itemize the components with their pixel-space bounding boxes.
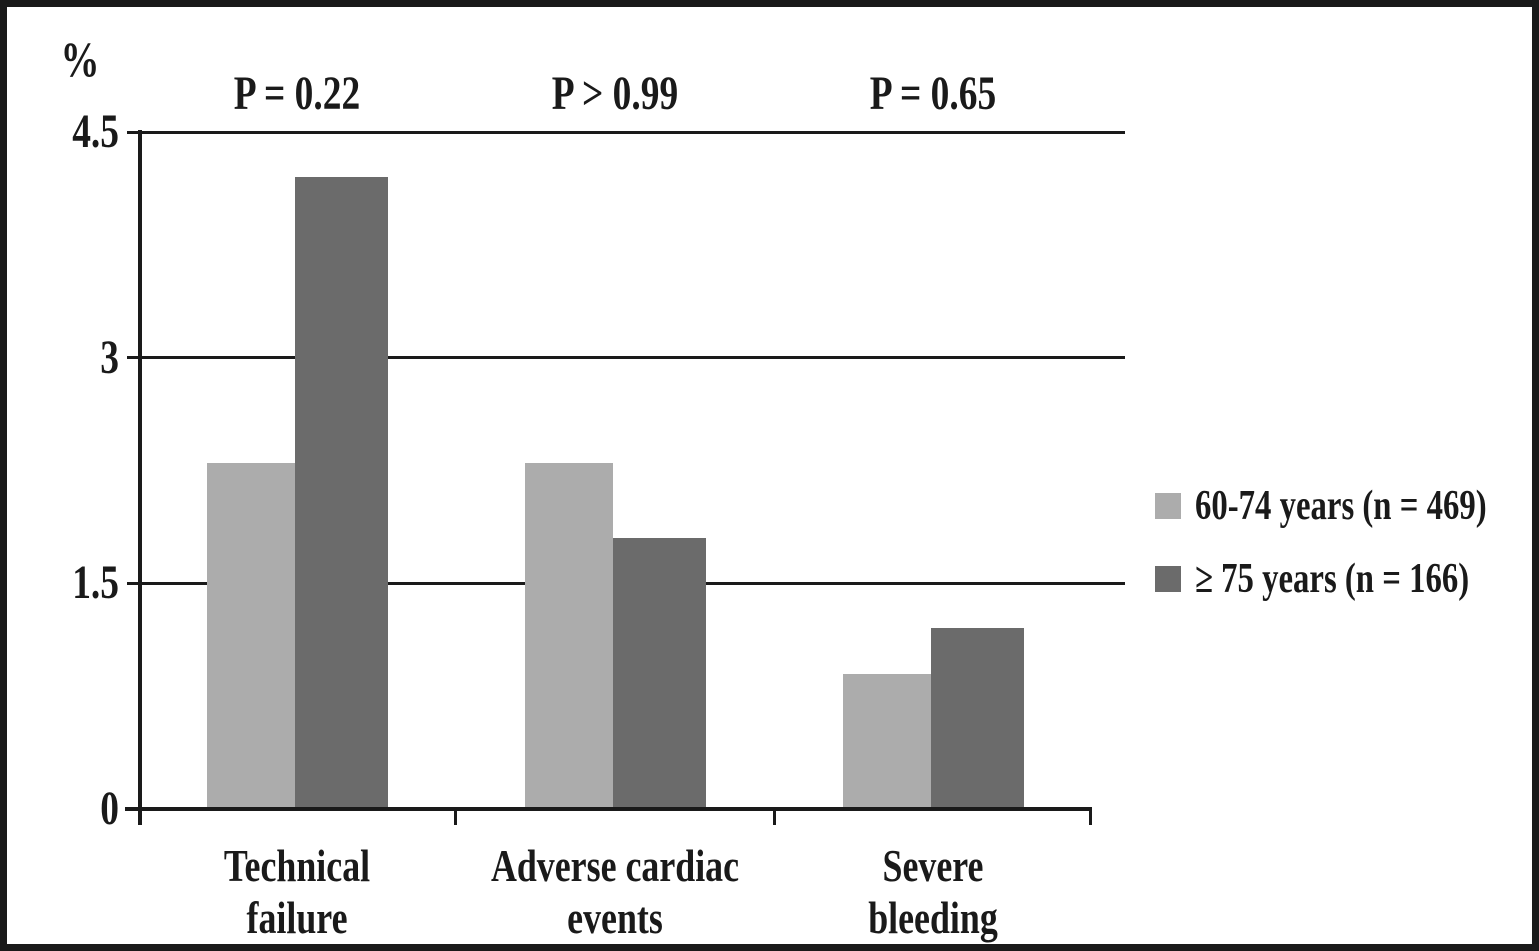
y-axis-line	[138, 130, 142, 825]
p-value-label: P = 0.22	[233, 67, 361, 120]
bar-series1-group2	[525, 463, 613, 809]
bar-series2-group2	[613, 538, 706, 809]
gridline-4.5	[127, 130, 1125, 134]
category-label-line: Adverse cardiac	[490, 840, 740, 891]
bar-series2-group3	[931, 628, 1024, 809]
category-label: Adverse cardiac events	[451, 840, 779, 944]
bar-series1-group3	[843, 674, 931, 809]
category-label-line: Technical	[223, 840, 371, 891]
category-label: Severe bleeding	[769, 840, 1097, 944]
y-tick-label: 0	[100, 782, 119, 835]
x-axis-baseline	[125, 807, 1092, 811]
p-value-label: P = 0.65	[869, 67, 997, 120]
x-axis-tick	[772, 809, 776, 825]
x-axis-tick	[453, 809, 457, 825]
p-value-label: P > 0.99	[551, 67, 679, 120]
bar-series2-group1	[295, 177, 388, 809]
category-label-line: Severe	[882, 840, 984, 891]
gridline-3	[127, 356, 1125, 360]
legend-label-series1: 60-74 years (n = 469)	[1195, 483, 1487, 529]
bar-series1-group1	[207, 463, 295, 809]
category-label-line: bleeding	[868, 892, 998, 943]
category-label-line: failure	[246, 892, 348, 943]
legend-label-series2: ≥ 75 years (n = 166)	[1195, 556, 1470, 602]
y-tick-label: 1.5	[72, 556, 119, 610]
x-axis-tick	[1088, 809, 1092, 825]
category-label-line: events	[567, 892, 663, 943]
legend-swatch-series1	[1155, 493, 1181, 519]
legend-swatch-series2	[1155, 566, 1181, 592]
y-axis-unit-label: %	[60, 31, 100, 87]
category-label: Technical failure	[133, 840, 461, 944]
y-tick-label: 3	[100, 330, 119, 384]
y-tick-label: 4.5	[72, 105, 119, 158]
